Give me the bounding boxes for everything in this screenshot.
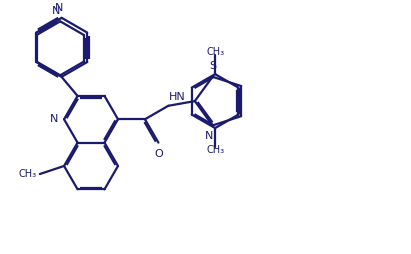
Text: N: N: [55, 3, 63, 13]
Text: N: N: [50, 114, 58, 124]
Text: S: S: [209, 61, 216, 71]
Text: CH₃: CH₃: [18, 169, 37, 179]
Text: CH₃: CH₃: [206, 47, 224, 57]
Text: CH₃: CH₃: [206, 145, 224, 155]
Text: N: N: [206, 132, 214, 141]
Text: N: N: [52, 6, 60, 16]
Text: HN: HN: [169, 92, 186, 102]
Text: O: O: [154, 149, 163, 158]
